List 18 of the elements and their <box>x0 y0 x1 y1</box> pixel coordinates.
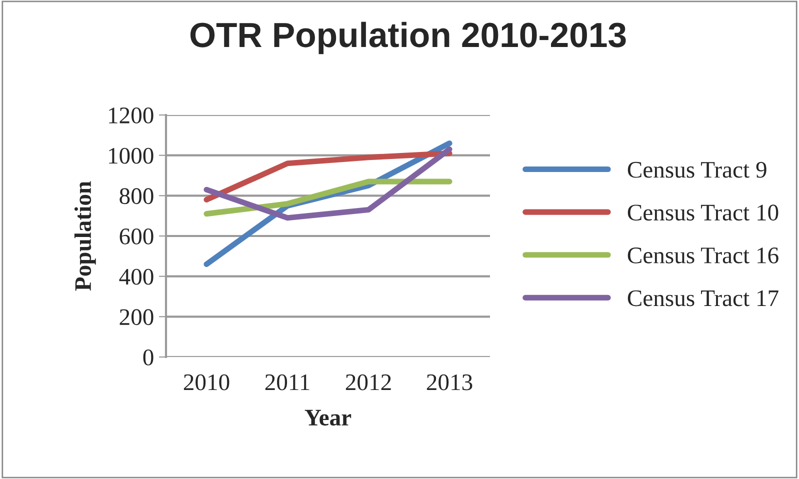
legend-label: Census Tract 16 <box>628 248 778 264</box>
y-axis-title: Population <box>74 181 96 291</box>
y-tick-label: 1000 <box>109 148 154 164</box>
y-tick-label: 0 <box>143 349 154 366</box>
y-tick-label: 600 <box>120 228 154 244</box>
y-tick-label: 1200 <box>109 107 154 124</box>
x-tick-label: 2012 <box>346 374 391 390</box>
x-tick-label: 2013 <box>426 374 472 390</box>
legend-label: Census Tract 9 <box>628 162 766 178</box>
x-tick-label: 2011 <box>265 374 310 390</box>
y-tick-label: 400 <box>119 268 154 285</box>
chart-title: OTR Population 2010-2013 <box>190 22 626 54</box>
y-tick-label: 200 <box>120 309 154 326</box>
legend-label: Census Tract 17 <box>628 290 778 306</box>
x-tick-label: 2010 <box>184 374 230 390</box>
x-axis-title: Year <box>304 410 352 426</box>
legend-label: Census Tract 10 <box>628 204 778 221</box>
y-tick-label: 800 <box>120 188 154 204</box>
